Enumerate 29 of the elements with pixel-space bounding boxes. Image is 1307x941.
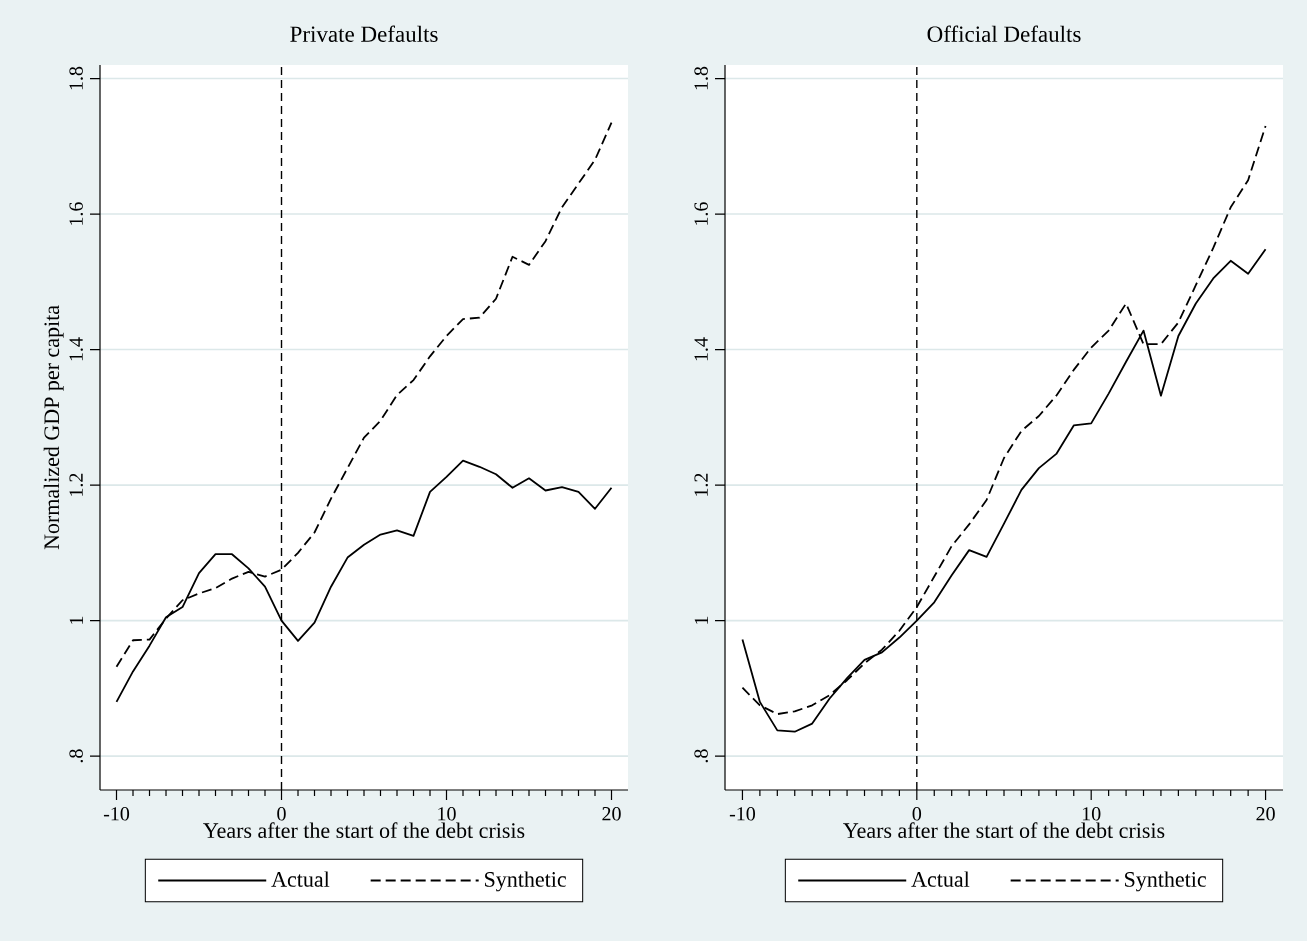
y-tick-label: 1.4	[69, 337, 83, 361]
y-tick-label: 1	[69, 616, 83, 624]
y-tick-label: 1.6	[69, 202, 83, 225]
y-tick-label: .8	[694, 749, 708, 763]
x-axis-title: Years after the start of the debt crisis	[203, 822, 525, 838]
y-axis-title: Normalized GDP per capita	[43, 305, 64, 550]
legend-label: Synthetic	[1125, 871, 1207, 892]
chart-title: Official Defaults	[927, 25, 1081, 42]
x-tick-label: 20	[1256, 807, 1275, 821]
y-tick-label: 1.4	[694, 337, 708, 361]
x-tick-label: 10	[438, 807, 456, 821]
x-tick-label: -10	[729, 807, 756, 821]
x-tick-label: 0	[912, 807, 922, 821]
legend-label: Actual	[911, 871, 970, 887]
legend-label: Actual	[271, 871, 330, 887]
y-tick-label: 1.8	[69, 66, 83, 90]
y-tick-label: 1.6	[694, 202, 708, 225]
y-tick-label: 1.8	[694, 66, 708, 90]
y-tick-label: .8	[69, 749, 83, 763]
x-tick-label: -10	[103, 807, 130, 821]
y-tick-label: 1.2	[69, 473, 83, 496]
x-tick-label: 10	[1082, 807, 1101, 821]
legend-label: Synthetic	[485, 871, 567, 892]
chart-title: Private Defaults	[290, 25, 438, 42]
x-tick-label: 0	[277, 807, 286, 821]
x-tick-label: 20	[602, 807, 621, 821]
y-tick-label: 1.2	[694, 473, 708, 496]
x-axis-title: Years after the start of the debt crisis	[843, 822, 1165, 838]
y-tick-label: 1	[694, 616, 708, 624]
